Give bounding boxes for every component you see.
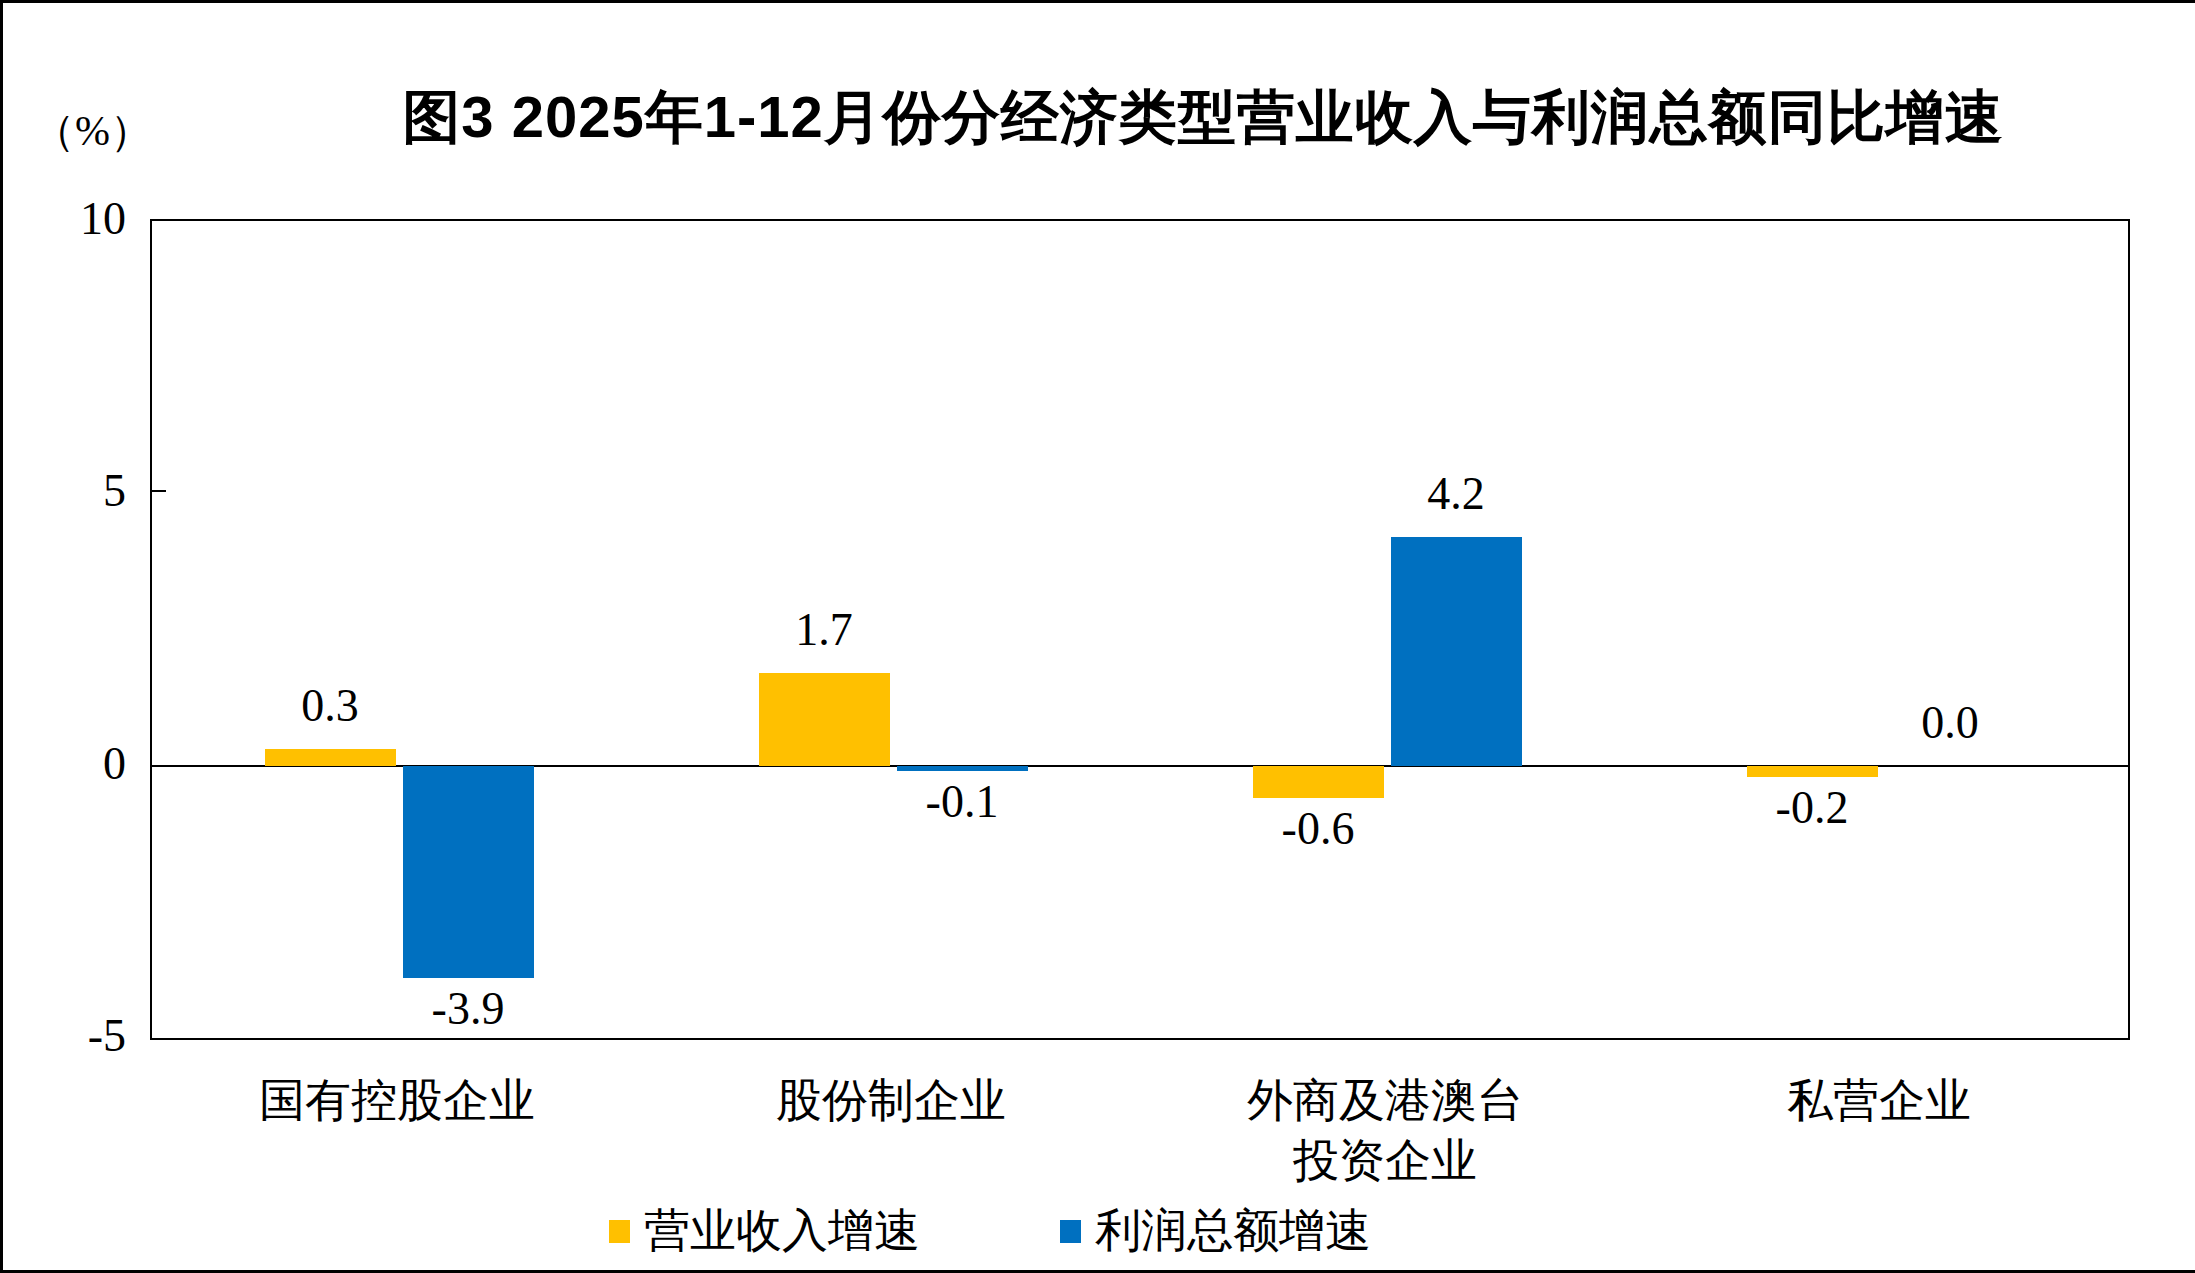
bar-series1-cat4 (1747, 766, 1878, 777)
data-label: -0.1 (926, 779, 999, 825)
y-axis-tick-label: 5 (3, 464, 126, 518)
plot-area: 0.3 1.7 -0.6 -0.2 -3.9 -0.1 4.2 0.0 (150, 219, 2130, 1040)
chart-title: 图3 2025年1-12月份分经济类型营业收入与利润总额同比增速 (402, 79, 2003, 157)
bar-series1-cat1 (265, 749, 396, 765)
x-axis-category-label: 国有控股企业 (259, 1071, 535, 1131)
bar-series1-cat3 (1253, 766, 1384, 799)
data-label: 0.0 (1921, 700, 1979, 746)
y-axis-unit-label: （%） (33, 103, 152, 159)
x-axis-category-label: 私营企业 (1787, 1071, 1971, 1131)
y-axis-tick-label: 10 (3, 192, 126, 246)
bar-series2-cat1 (403, 766, 534, 978)
data-label: -0.6 (1282, 806, 1355, 852)
x-axis-category-label: 股份制企业 (776, 1071, 1006, 1131)
legend-label: 营业收入增速 (644, 1208, 920, 1254)
legend: 营业收入增速 利润总额增速 (609, 1208, 1371, 1254)
legend-swatch (609, 1220, 630, 1243)
bar-series2-cat2 (897, 766, 1028, 771)
data-label: -0.2 (1776, 785, 1849, 831)
legend-item: 利润总额增速 (1060, 1208, 1371, 1254)
data-label: 1.7 (795, 607, 853, 653)
y-axis-tick-mark (150, 490, 166, 492)
legend-label: 利润总额增速 (1095, 1208, 1371, 1254)
y-axis-tick-label: 0 (3, 737, 126, 791)
chart-figure: 图3 2025年1-12月份分经济类型营业收入与利润总额同比增速 （%） 0.3… (0, 0, 2195, 1273)
bar-series1-cat2 (759, 673, 890, 766)
bar-series2-cat3 (1391, 537, 1522, 766)
legend-swatch (1060, 1220, 1081, 1243)
x-axis-category-label: 外商及港澳台 投资企业 (1247, 1071, 1523, 1191)
y-axis-tick-label: -5 (3, 1009, 126, 1063)
legend-item: 营业收入增速 (609, 1208, 920, 1254)
data-label: 4.2 (1427, 471, 1485, 517)
data-label: 0.3 (301, 683, 359, 729)
data-label: -3.9 (432, 986, 505, 1032)
